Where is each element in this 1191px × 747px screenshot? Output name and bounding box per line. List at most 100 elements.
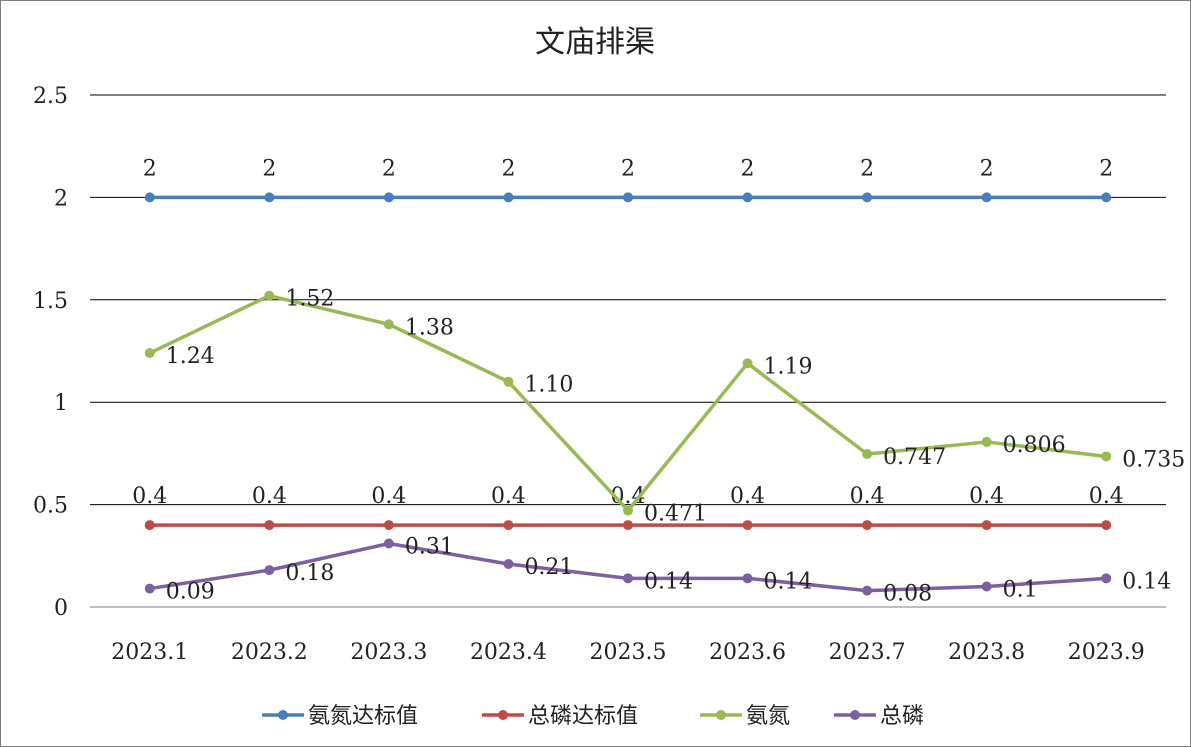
data-point: [742, 192, 753, 203]
data-point: [981, 436, 992, 447]
x-tick-label: 2023.2: [231, 640, 308, 665]
legend-item: 氨氮: [700, 704, 790, 729]
legend-item: 氨氮达标值: [262, 704, 418, 729]
data-label: 1.38: [405, 315, 454, 340]
data-label: 0.4: [371, 484, 406, 509]
series-line: [149, 293, 1107, 513]
data-label: 0.735: [1122, 447, 1185, 472]
legend-marker: [716, 710, 726, 720]
series-group: 2 2 2 2 2 2 2 2 20.4 0.4 0.4 0.4 0.4 0.4 0.4 0.4 0.41.24…: [132, 156, 1185, 606]
series-1: 2 2 2 2 2 2 2 2 2: [143, 156, 1113, 203]
y-tick-label: 2: [54, 186, 68, 211]
data-label: 2: [382, 156, 396, 181]
data-label: 1.24: [166, 344, 215, 369]
data-label: 0.806: [1003, 433, 1066, 458]
data-label: 0.747: [883, 445, 946, 470]
data-point: [742, 573, 753, 584]
series-2: 0.4 0.4 0.4 0.4 0.4 0.4 0.4 0.4 0.4: [132, 484, 1124, 531]
legend: 氨氮达标值 总磷达标值 氨氮 总磷: [262, 704, 924, 729]
data-point: [264, 192, 275, 203]
data-point: [981, 192, 992, 203]
series-3: 1.24 1.52 1.38 1.10 0.471 1.19 0.747 0.806 0.735: [144, 287, 1185, 527]
legend-marker: [850, 710, 860, 720]
data-label: 0.21: [524, 555, 573, 580]
data-point: [144, 348, 155, 359]
data-label: 1.52: [285, 287, 334, 312]
x-tick-label: 2023.9: [1068, 640, 1145, 665]
data-point: [383, 520, 394, 531]
data-label: 2: [860, 156, 874, 181]
data-point: [503, 558, 514, 569]
legend-item: 总磷: [834, 704, 924, 729]
data-point: [623, 573, 633, 584]
data-point: [383, 319, 394, 330]
data-point: [144, 583, 155, 594]
data-point: [623, 192, 633, 203]
data-label: 0.4: [730, 484, 765, 509]
legend-label: 氨氮达标值: [308, 704, 418, 729]
legend-label: 总磷达标值: [528, 704, 638, 729]
x-tick-label: 2023.5: [590, 640, 667, 665]
data-point: [503, 376, 514, 387]
data-point: [264, 520, 275, 531]
data-label: 0.4: [1089, 484, 1124, 509]
data-label: 1.10: [524, 373, 573, 398]
data-label: 2: [980, 156, 994, 181]
data-point: [862, 520, 873, 531]
y-tick-label: 1: [54, 391, 68, 416]
data-point: [742, 520, 753, 531]
data-point: [862, 585, 873, 596]
data-point: [383, 192, 394, 203]
data-point: [383, 538, 394, 549]
data-label: 0.14: [1122, 569, 1171, 594]
data-label: 0.471: [644, 502, 707, 527]
x-tick-label: 2023.4: [470, 640, 547, 665]
data-point: [264, 290, 275, 301]
data-point: [862, 192, 873, 203]
data-label: 2: [501, 156, 515, 181]
data-point: [981, 581, 992, 592]
data-point: [1101, 520, 1112, 531]
data-point: [503, 520, 514, 531]
legend-label: 氨氮: [746, 704, 790, 729]
data-point: [862, 449, 873, 460]
legend-marker: [498, 710, 508, 720]
data-label: 0.4: [969, 484, 1004, 509]
data-label: 2: [741, 156, 755, 181]
data-label: 0.4: [132, 484, 167, 509]
data-point: [742, 358, 753, 369]
x-tick-label: 2023.8: [948, 640, 1025, 665]
y-tick-label: 0.5: [33, 494, 68, 519]
series-4: 0.09 0.18 0.31 0.21 0.14 0.14 0.08 0.1 0.14: [144, 535, 1171, 607]
y-axis-ticks: 0 0.5 1 1.5 2 2.5: [33, 84, 68, 621]
data-label: 0.4: [252, 484, 287, 509]
data-label: 2: [621, 156, 635, 181]
data-point: [981, 520, 992, 531]
data-point: [144, 520, 155, 531]
data-label: 1.19: [764, 354, 813, 379]
data-label: 0.4: [850, 484, 885, 509]
x-axis-ticks: 2023.1 2023.2 2023.3 2023.4 2023.5 2023.6 2023…: [111, 640, 1144, 665]
chart-title: 文庙排渠: [535, 25, 655, 60]
legend-marker: [278, 710, 288, 720]
data-label: 0.31: [405, 535, 454, 560]
data-point: [1101, 451, 1112, 462]
data-label: 0.14: [764, 569, 813, 594]
x-tick-label: 2023.3: [350, 640, 427, 665]
x-tick-label: 2023.1: [111, 640, 188, 665]
y-tick-label: 0: [54, 596, 68, 621]
x-tick-label: 2023.7: [829, 640, 906, 665]
data-label: 0.4: [491, 484, 526, 509]
data-label: 0.1: [1003, 578, 1038, 603]
data-point: [1101, 192, 1112, 203]
data-point: [623, 505, 633, 516]
legend-label: 总磷: [880, 704, 924, 729]
y-tick-label: 1.5: [33, 289, 68, 314]
x-tick-label: 2023.6: [709, 640, 786, 665]
data-point: [144, 192, 155, 203]
data-point: [264, 565, 275, 576]
data-point: [503, 192, 514, 203]
data-label: 0.09: [166, 580, 215, 605]
